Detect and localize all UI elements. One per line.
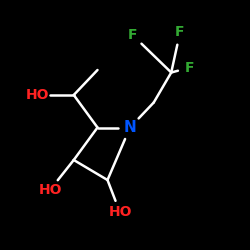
Text: N: N xyxy=(124,120,136,135)
Text: HO: HO xyxy=(38,183,62,197)
Text: F: F xyxy=(128,28,137,42)
Text: F: F xyxy=(175,26,185,40)
Text: F: F xyxy=(185,60,195,74)
Text: HO: HO xyxy=(108,206,132,220)
Text: HO: HO xyxy=(26,88,49,102)
